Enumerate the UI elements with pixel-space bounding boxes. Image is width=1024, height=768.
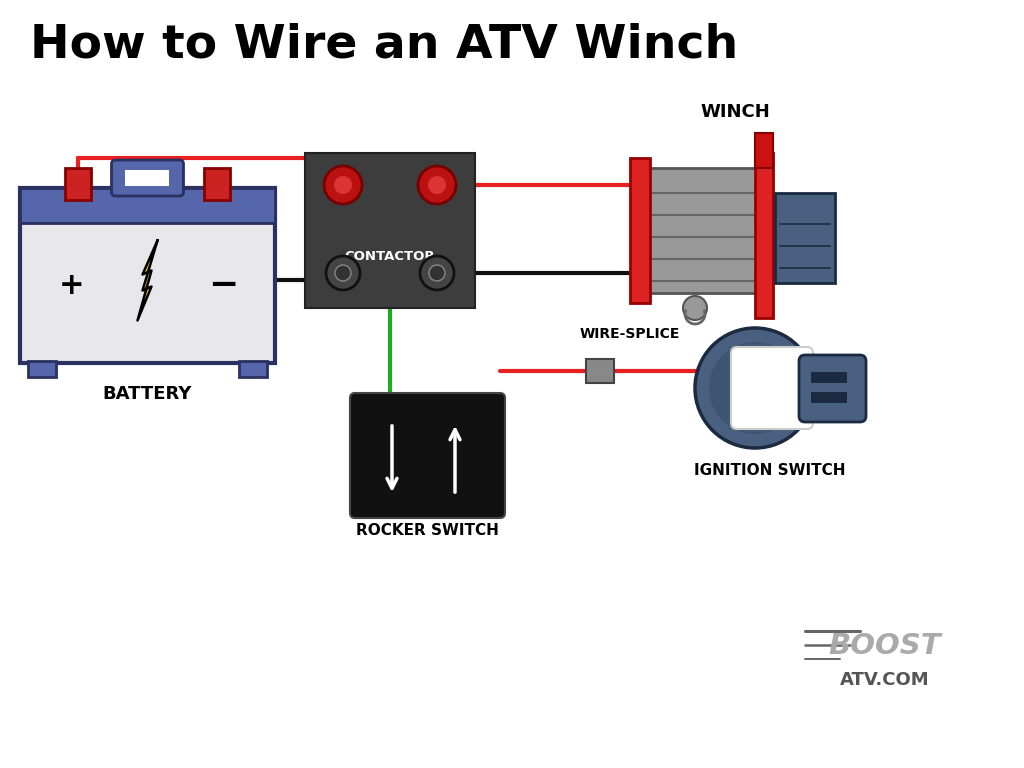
Bar	[586, 359, 614, 383]
Circle shape	[334, 176, 352, 194]
Circle shape	[709, 342, 801, 434]
FancyBboxPatch shape	[731, 347, 813, 429]
Text: CONTACTOR: CONTACTOR	[345, 250, 435, 263]
Bar	[204, 168, 230, 200]
Circle shape	[695, 328, 815, 448]
Circle shape	[326, 256, 360, 290]
Bar	[305, 153, 475, 308]
Text: BOOST: BOOST	[828, 632, 941, 660]
Bar	[126, 170, 170, 186]
Circle shape	[420, 256, 454, 290]
FancyBboxPatch shape	[350, 393, 505, 518]
Bar	[239, 361, 267, 377]
Circle shape	[335, 265, 351, 281]
Text: −: −	[208, 269, 239, 303]
Bar	[811, 372, 847, 383]
Text: WIRE-SPLICE: WIRE-SPLICE	[580, 327, 680, 341]
FancyBboxPatch shape	[799, 355, 866, 422]
Text: How to Wire an ATV Winch: How to Wire an ATV Winch	[30, 23, 738, 68]
Text: WINCH: WINCH	[700, 103, 770, 121]
Circle shape	[429, 265, 445, 281]
Circle shape	[428, 176, 446, 194]
Text: +: +	[59, 271, 85, 300]
Bar	[755, 133, 773, 168]
Bar	[630, 158, 650, 303]
Bar	[811, 392, 847, 403]
FancyBboxPatch shape	[112, 160, 183, 196]
Bar	[28, 361, 56, 377]
Text: ATV.COM: ATV.COM	[840, 671, 930, 689]
Bar	[775, 193, 835, 283]
Bar	[20, 188, 275, 223]
Circle shape	[418, 166, 456, 204]
Polygon shape	[137, 240, 158, 320]
Circle shape	[683, 296, 707, 320]
Bar	[65, 168, 91, 200]
Bar	[20, 188, 275, 363]
Text: BATTERY: BATTERY	[102, 385, 193, 403]
Bar	[755, 153, 773, 318]
Bar	[635, 168, 760, 293]
Circle shape	[324, 166, 362, 204]
Text: ROCKER SWITCH: ROCKER SWITCH	[356, 523, 499, 538]
Text: IGNITION SWITCH: IGNITION SWITCH	[694, 463, 846, 478]
